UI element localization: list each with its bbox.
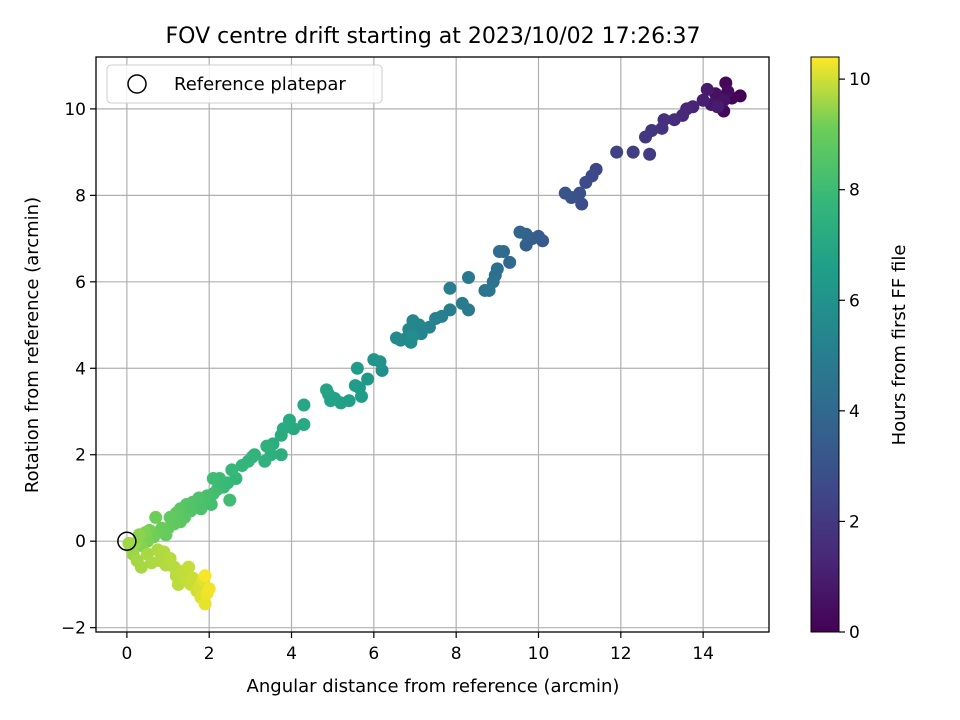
y-tick-label: 4 xyxy=(75,359,86,379)
data-point xyxy=(182,560,196,574)
y-tick-label: 8 xyxy=(75,186,86,206)
chart-title: FOV centre drift starting at 2023/10/02 … xyxy=(166,24,701,49)
data-point xyxy=(579,175,593,189)
data-point xyxy=(443,281,457,295)
x-tick-label: 12 xyxy=(610,644,632,664)
reference-point-marker xyxy=(117,531,137,551)
data-point xyxy=(558,186,572,200)
data-point xyxy=(667,113,681,127)
data-point xyxy=(575,197,589,211)
data-point xyxy=(198,597,212,611)
data-point xyxy=(626,145,640,159)
plot-frame xyxy=(95,56,770,633)
x-tick-label: 14 xyxy=(692,644,714,664)
data-point xyxy=(198,569,212,583)
colorbar-gradient xyxy=(810,56,840,633)
data-point xyxy=(639,130,653,144)
y-tick-label: 6 xyxy=(75,273,86,293)
colorbar-tick-label: 8 xyxy=(849,181,860,201)
y-tick-label: −2 xyxy=(61,619,86,639)
x-tick-label: 6 xyxy=(368,644,379,664)
data-point xyxy=(260,439,274,453)
data-point xyxy=(350,361,364,375)
data-point xyxy=(696,93,710,107)
x-tick-label: 0 xyxy=(121,644,132,664)
x-axis-label: Angular distance from reference (arcmin) xyxy=(247,676,620,697)
data-point xyxy=(655,121,669,135)
data-point xyxy=(610,145,624,159)
data-point xyxy=(519,238,533,252)
y-tick-label: 10 xyxy=(64,100,86,120)
colorbar-tick-label: 4 xyxy=(849,402,860,422)
data-point xyxy=(389,331,403,345)
data-point xyxy=(134,560,148,574)
data-point xyxy=(320,383,334,397)
data-point xyxy=(206,472,220,486)
data-point xyxy=(225,463,239,477)
x-tick-label: 10 xyxy=(528,644,550,664)
x-tick-label: 8 xyxy=(451,644,462,664)
data-point xyxy=(348,379,362,393)
y-tick-label: 0 xyxy=(75,532,86,552)
data-point xyxy=(367,353,381,367)
data-point xyxy=(149,510,163,524)
x-tick-label: 2 xyxy=(204,644,215,664)
y-axis-ticks: −2 0 2 4 6 8 10 xyxy=(61,100,96,639)
data-point xyxy=(122,536,136,550)
data-point xyxy=(482,283,496,297)
data-point xyxy=(258,454,272,468)
colorbar-tick-label: 10 xyxy=(849,70,871,90)
data-point xyxy=(202,582,216,596)
data-point xyxy=(297,417,311,431)
data-point xyxy=(297,398,311,412)
legend-entry-reference: Reference platepar xyxy=(174,74,346,95)
data-point xyxy=(223,493,237,507)
data-point xyxy=(503,255,517,269)
data-point xyxy=(513,225,527,239)
data-point xyxy=(274,448,288,462)
data-point xyxy=(492,245,506,259)
data-point xyxy=(455,296,469,310)
data-point xyxy=(274,428,288,442)
data-point xyxy=(235,459,249,473)
x-tick-label: 4 xyxy=(286,644,297,664)
y-tick-label: 2 xyxy=(75,446,86,466)
data-point xyxy=(643,147,657,161)
data-points xyxy=(117,76,747,611)
legend: Reference platepar xyxy=(106,64,383,104)
data-point xyxy=(700,82,714,96)
data-point xyxy=(462,270,476,284)
colorbar-tick-label: 2 xyxy=(849,512,860,532)
colorbar-tick-label: 0 xyxy=(849,623,860,643)
data-point xyxy=(163,510,177,524)
data-point xyxy=(406,329,420,343)
colorbar-tick-label: 6 xyxy=(849,291,860,311)
colorbar-label: Hours from first FF file xyxy=(889,245,910,446)
data-point xyxy=(711,100,725,114)
colorbar: 0 2 4 6 8 10 Hours from first FF file xyxy=(810,56,910,643)
colorbar-ticks: 0 2 4 6 8 10 xyxy=(839,70,871,643)
x-axis-ticks: 0 2 4 6 8 10 12 14 xyxy=(121,632,714,664)
legend-box xyxy=(106,64,383,104)
data-point xyxy=(361,372,375,386)
data-point xyxy=(354,389,368,403)
legend-marker-reference xyxy=(127,74,147,94)
y-axis-label: Rotation from reference (arcmin) xyxy=(22,197,43,493)
grid-lines xyxy=(96,57,769,632)
